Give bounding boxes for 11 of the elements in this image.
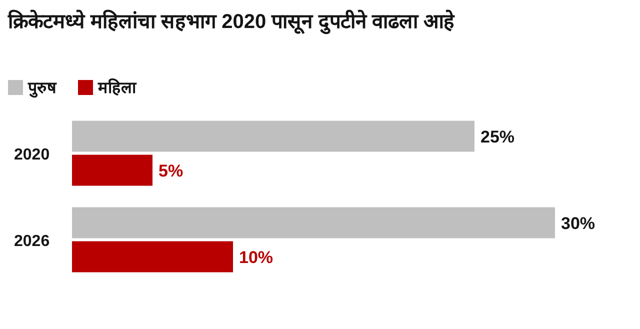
legend-item: महिला [78,80,136,97]
y-tick-label: 2026 [14,232,50,250]
title: क्रिकेटमध्ये महिलांचा सहभाग 2020 पासून दुपटीने वाढला आहे [8,11,454,33]
data-label: 30% [561,214,596,233]
legend-label: महिला [97,78,137,97]
data-label: 10% [239,248,274,267]
legend-label: पुरुष [27,80,57,98]
data-label: 25% [480,127,515,146]
data-label: 5% [158,161,184,180]
y-tick-label: 2020 [14,146,50,164]
legend-item: पुरुष [8,80,56,97]
